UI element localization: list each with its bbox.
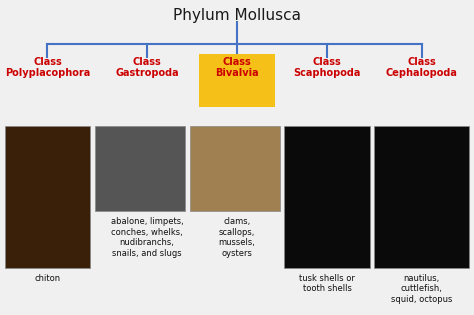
Text: chiton: chiton [34,274,61,283]
Text: abalone, limpets,
conches, whelks,
nudibranchs,
snails, and slugs: abalone, limpets, conches, whelks, nudib… [110,217,183,258]
Bar [190,126,280,211]
Text: Class
Gastropoda: Class Gastropoda [115,57,179,78]
Text: Class
Polyplacophora: Class Polyplacophora [5,57,90,78]
Text: tusk shells or
tooth shells: tusk shells or tooth shells [299,274,355,294]
Bar [284,126,370,268]
Text: Class
Cephalopoda: Class Cephalopoda [386,57,458,78]
FancyBboxPatch shape [199,54,275,107]
Bar [374,126,469,268]
Text: Class
Scaphopoda: Class Scaphopoda [293,57,361,78]
Text: Phylum Mollusca: Phylum Mollusca [173,8,301,23]
Bar [5,126,90,268]
Text: clams,
scallops,
mussels,
oysters: clams, scallops, mussels, oysters [219,217,255,258]
Text: nautilus,
cuttlefish,
squid, octopus: nautilus, cuttlefish, squid, octopus [391,274,453,304]
Text: Class
Bivalvia: Class Bivalvia [215,57,259,78]
Bar [95,126,185,211]
